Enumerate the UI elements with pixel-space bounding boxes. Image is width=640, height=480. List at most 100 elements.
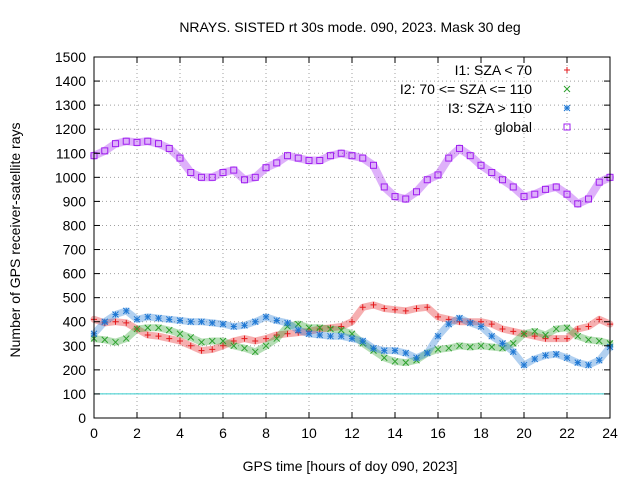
- data-point: [230, 166, 238, 174]
- x-axis-label: GPS time [hours of doy 090, 2023]: [243, 458, 458, 474]
- data-point: [402, 359, 410, 367]
- data-point: [294, 154, 302, 162]
- series-1: [90, 320, 614, 367]
- y-axis-label: Number of GPS receiver-satellite rays: [7, 123, 23, 358]
- x-axis: 0 2 4 6 8 10 12 14 16 18 20 22 24: [90, 57, 618, 441]
- data-point: [101, 147, 109, 155]
- series-2: [90, 307, 614, 369]
- data-point: [423, 349, 431, 357]
- data-point: [294, 320, 302, 328]
- data-point: [263, 335, 269, 342]
- y-tick-label: 1100: [56, 145, 86, 161]
- x-tick-label: 22: [559, 425, 575, 441]
- data-point: [574, 359, 582, 367]
- data-point: [305, 330, 313, 338]
- data-point: [564, 335, 570, 342]
- data-point: [402, 307, 409, 314]
- data-point: [187, 334, 195, 341]
- data-point: [595, 178, 603, 186]
- data-point: [122, 137, 130, 145]
- data-point: [488, 343, 496, 351]
- data-point: [435, 313, 441, 320]
- data-point: [445, 344, 453, 352]
- data-point: [585, 361, 592, 369]
- data-point: [509, 340, 517, 347]
- data-point: [241, 335, 248, 342]
- data-point: [477, 323, 485, 330]
- data-point: [349, 318, 355, 325]
- data-point: [402, 349, 410, 357]
- data-point: [284, 319, 291, 327]
- data-point: [294, 326, 302, 334]
- legend-label: I1: SZA < 70: [455, 62, 533, 78]
- data-point: [230, 342, 238, 350]
- x-tick-label: 10: [301, 425, 317, 441]
- data-point: [273, 331, 280, 338]
- data-point: [112, 338, 119, 346]
- data-point: [542, 352, 549, 359]
- data-point: [596, 316, 603, 323]
- data-point: [165, 315, 173, 323]
- data-point: [509, 348, 517, 356]
- data-point: [177, 337, 183, 344]
- series-layer: [90, 137, 614, 369]
- data-point: [176, 317, 184, 324]
- data-point: [262, 164, 270, 172]
- data-point: [305, 324, 313, 332]
- data-point: [176, 330, 184, 338]
- y-axis: 0 100 200 300 400 500 600 700 800 900 1000 1100 1200…: [55, 49, 610, 426]
- data-point: [123, 319, 130, 326]
- data-point: [327, 152, 334, 160]
- y-tick-label: 1300: [55, 97, 86, 113]
- data-point: [316, 325, 323, 332]
- data-point: [144, 324, 152, 332]
- data-point: [112, 318, 119, 325]
- data-point: [327, 324, 334, 331]
- data-point: [198, 338, 205, 346]
- data-point: [348, 335, 356, 342]
- data-point: [445, 154, 453, 162]
- x-tick-label: 8: [262, 425, 270, 441]
- data-point: [338, 323, 345, 330]
- data-point: [563, 190, 571, 198]
- data-point: [208, 173, 216, 181]
- data-point: [101, 336, 109, 344]
- legend: I1: SZA < 70 I2: 70 <= SZA <= 110 I3: SZA …: [400, 62, 571, 135]
- data-point: [434, 171, 442, 179]
- data-point: [230, 337, 237, 344]
- data-point: [337, 149, 345, 157]
- data-point: [531, 190, 539, 198]
- data-point: [445, 320, 453, 328]
- data-point: [488, 169, 496, 177]
- data-point: [359, 337, 367, 345]
- data-point: [241, 344, 248, 352]
- data-point: [499, 344, 506, 352]
- data-point: [391, 193, 399, 201]
- data-point: [531, 355, 539, 363]
- legend-label: I3: SZA > 110: [448, 100, 532, 116]
- data-point: [165, 144, 173, 152]
- data-point: [208, 319, 216, 327]
- legend-marker: [564, 67, 570, 73]
- data-point: [520, 330, 528, 338]
- x-tick-label: 2: [133, 425, 141, 441]
- chart-title: NRAYS. SISTED rt 30s mode. 090, 2023. Ma…: [179, 19, 520, 35]
- x-tick-label: 16: [430, 425, 446, 441]
- legend-marker: [563, 104, 571, 112]
- legend-label: I2: 70 <= SZA <= 110: [400, 81, 532, 97]
- x-tick-label: 6: [219, 425, 227, 441]
- data-point: [563, 324, 571, 332]
- data-point: [208, 337, 216, 345]
- data-point: [595, 337, 603, 345]
- data-point: [284, 330, 291, 337]
- data-point: [284, 152, 291, 160]
- data-point: [359, 304, 366, 311]
- data-point: [542, 185, 549, 193]
- data-point: [466, 319, 474, 327]
- data-point: [166, 335, 173, 342]
- y-tick-label: 500: [63, 290, 87, 306]
- data-point: [155, 314, 162, 322]
- y-tick-label: 800: [63, 217, 87, 233]
- data-point: [370, 161, 377, 169]
- data-point: [370, 344, 377, 352]
